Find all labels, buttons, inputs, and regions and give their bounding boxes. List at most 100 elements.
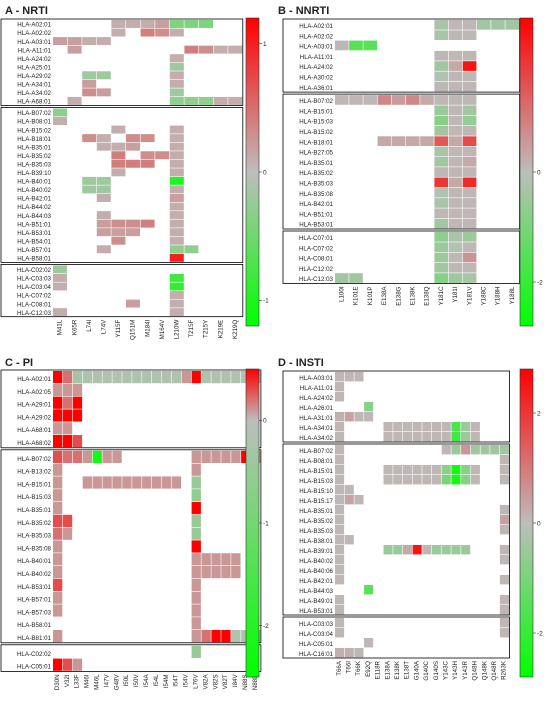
heatmap-cell <box>126 159 140 168</box>
heatmap-cell <box>432 465 442 475</box>
row-label: HLA-A24:02 <box>299 64 333 71</box>
row-label: HLA-A11:01 <box>300 54 334 61</box>
heatmap-cell <box>169 219 184 228</box>
column-label: E138T <box>404 661 411 679</box>
heatmap-cell <box>335 485 345 495</box>
row-label: HLA-B58:01 <box>17 256 51 263</box>
heatmap-cell <box>335 422 345 432</box>
heatmap-cell <box>140 28 155 37</box>
row-group-frame <box>0 644 262 672</box>
column-label: R263K <box>501 660 508 680</box>
heatmap-cell <box>470 445 480 455</box>
heatmap-cell <box>82 371 92 384</box>
heatmap-cell <box>434 146 448 157</box>
row-label: HLA-A30:02 <box>299 75 333 82</box>
heatmap-cell <box>344 648 354 658</box>
heatmap-panel-3: C - PI HLA-A02:01 HLA-A02:05 HLA-A29:01 HLA-… <box>0 357 269 690</box>
heatmap-cell <box>462 156 477 167</box>
row-label: HLA-B51:01 <box>299 211 333 218</box>
heatmap-cell <box>335 412 345 422</box>
heatmap-cell <box>448 115 463 126</box>
heatmap-cell <box>142 371 152 384</box>
heatmap-cell <box>448 218 463 229</box>
heatmap-cell <box>152 476 162 489</box>
row-label: HLA-B15:01 <box>299 468 333 475</box>
heatmap-cell <box>169 253 184 262</box>
heatmap-cell <box>140 20 155 28</box>
row-label: HLA-B07:02 <box>299 448 333 455</box>
row-label: HLA-C12:03 <box>299 276 334 283</box>
row-label: HLA-A03:01 <box>17 39 51 46</box>
row-label: HLA-A25:01 <box>17 64 51 71</box>
row-label: HLA-A11:01 <box>18 47 52 54</box>
heatmap-cell <box>96 37 111 46</box>
row-group-frame <box>282 370 511 443</box>
heatmap-cell <box>335 618 345 628</box>
column-label: E138A <box>381 286 388 305</box>
heatmap-cell <box>53 463 63 476</box>
row-label: HLA-A29:02 <box>17 73 51 80</box>
heatmap-cell <box>432 432 442 442</box>
heatmap-cell <box>201 553 211 566</box>
heatmap-cell <box>448 136 463 146</box>
heatmap-cell <box>434 156 448 167</box>
heatmap-cell <box>161 476 172 489</box>
column-label: Y188H <box>495 286 502 305</box>
row-label: HLA-A24:02 <box>299 395 333 402</box>
column-label: I54T <box>173 674 180 687</box>
heatmap-cell <box>441 422 451 432</box>
heatmap-cell <box>191 502 201 515</box>
row-label: HLA-C05:01 <box>17 664 52 671</box>
heatmap-cell <box>434 126 448 136</box>
heatmap-cell <box>169 88 184 97</box>
heatmap-cell <box>96 219 111 228</box>
row-label: HLA-B40:02 <box>299 558 333 565</box>
heatmap-cell <box>383 545 393 555</box>
heatmap-cell <box>53 566 63 579</box>
row-label: HLA-A34:01 <box>299 425 333 432</box>
row-label: HLA-B15:02 <box>299 129 333 136</box>
row-label: HLA-C03:04 <box>17 284 52 291</box>
heatmap-cell <box>462 105 477 116</box>
heatmap-cell <box>191 540 201 553</box>
heatmap-cell <box>499 455 509 465</box>
colorbar-tick-label: 0 <box>537 520 541 527</box>
column-label: T215F <box>188 319 195 337</box>
heatmap-cell <box>335 382 345 392</box>
row-label: HLA-A34:01 <box>17 82 51 89</box>
heatmap-cell <box>191 604 201 617</box>
row-label: HLA-B44:03 <box>17 213 51 220</box>
heatmap-cell <box>96 228 111 237</box>
heatmap-cell <box>191 578 201 591</box>
column-label: Y143C <box>443 660 450 679</box>
heatmap-cell <box>470 422 480 432</box>
heatmap-cell <box>72 396 83 409</box>
heatmap-cell <box>344 412 354 422</box>
colorbar-tick-label: 0 <box>537 169 541 176</box>
heatmap-cell <box>152 371 162 384</box>
heatmap-cell <box>441 465 451 475</box>
row-label: HLA-B57:01 <box>17 247 51 254</box>
heatmap-cell <box>62 450 73 463</box>
heatmap-cell <box>53 591 63 604</box>
heatmap-cell <box>499 525 509 535</box>
heatmap-cell <box>221 566 231 579</box>
row-label: HLA-B15:03 <box>299 478 333 485</box>
heatmap-cell <box>140 219 155 228</box>
column-label: M46L <box>94 674 101 690</box>
column-label: I54L <box>153 674 160 687</box>
row-group-frame <box>0 449 262 644</box>
heatmap-cell <box>67 96 82 105</box>
row-label: HLA-B53:01 <box>299 222 333 229</box>
heatmap-cell <box>364 412 374 422</box>
row-label: HLA-A34:02 <box>299 435 333 442</box>
panel-title: C - PI <box>5 357 33 369</box>
heatmap-cell <box>432 475 442 485</box>
colorbar-tick-label: 0 <box>263 418 267 425</box>
heatmap-cell <box>434 61 448 71</box>
heatmap-cell <box>213 45 228 54</box>
heatmap-cell <box>448 105 463 116</box>
heatmap-cell <box>448 198 463 208</box>
heatmap-cell <box>201 450 211 463</box>
row-label: HLA-B07:02 <box>17 110 51 117</box>
